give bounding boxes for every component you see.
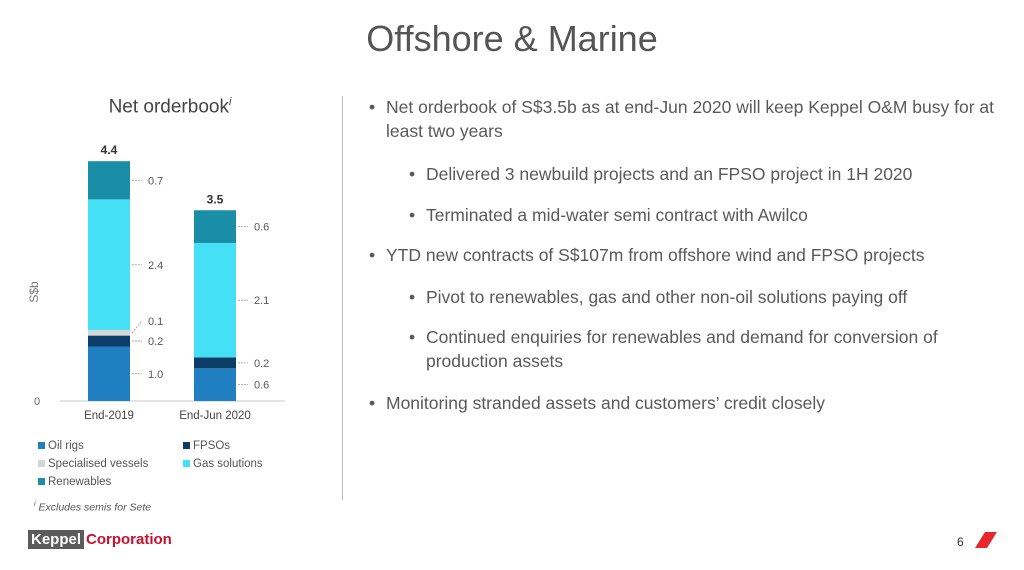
legend-swatch (38, 442, 45, 450)
bar-segment (88, 330, 130, 336)
net-orderbook-chart: 0 S$b End-2019 End-Jun 2020 4.4 3.5 1.0 0.2 0.1 2… (27, 143, 285, 422)
x-tick-label: End-Jun 2020 (179, 410, 251, 422)
bullet-text: Terminated a mid-water semi contract wit… (426, 205, 808, 225)
bar-segment (194, 210, 236, 243)
bullet-dot-icon: • (369, 245, 376, 265)
segment-value-label: 1.0 (148, 369, 163, 381)
segment-value-label: 0.2 (148, 336, 163, 348)
bullet-dot-icon: • (409, 205, 416, 225)
legend-item: Gas solutions (183, 458, 263, 470)
segment-value-label: 2.4 (148, 260, 163, 272)
bullet-item: • Monitoring stranded assets and customer… (369, 391, 996, 415)
legend-label: FPSOs (193, 440, 231, 452)
sub-bullet-item: • Pivot to renewables, gas and other non-… (409, 285, 996, 309)
label-leader-line (131, 320, 143, 334)
bar-segment (194, 357, 236, 369)
slash-mark-icon (975, 532, 997, 548)
bar-segment (88, 161, 130, 200)
bullet-text: Delivered 3 newbuild projects and an FPS… (426, 164, 913, 184)
bullet-dot-icon: • (409, 164, 416, 184)
bullet-text: Continued enquiries for renewables and d… (426, 327, 938, 371)
segment-value-label: 0.7 (148, 175, 163, 187)
chart-footnote: i Excludes semis for Sete (34, 501, 151, 514)
bar-segment (88, 346, 130, 401)
segment-value-label: 0.6 (254, 380, 269, 392)
x-tick-label: End-2019 (84, 410, 134, 422)
y-tick-label: 0 (34, 396, 40, 408)
bar-segment (88, 335, 130, 347)
legend-label: Gas solutions (193, 458, 263, 470)
footnote-marker: i (34, 501, 36, 508)
legend-item: Oil rigs (38, 440, 84, 452)
legend-swatch (38, 478, 45, 486)
footnote-text: Excludes semis for Sete (38, 501, 152, 514)
page-number: 6 (957, 535, 964, 549)
logo-word-corporation: Corporation (86, 531, 172, 548)
segment-value-label: 0.2 (254, 358, 269, 370)
bullet-text: YTD new contracts of S$107m from offshor… (386, 245, 925, 265)
chart-title-text: Net orderbook (108, 96, 229, 118)
bullet-dot-icon: • (369, 393, 376, 413)
bullet-item: • YTD new contracts of S$107m from offsho… (369, 243, 996, 267)
segment-value-label: 0.1 (148, 316, 163, 328)
legend-label: Specialised vessels (48, 458, 149, 470)
bar-segment (194, 368, 236, 401)
legend-label: Renewables (48, 476, 112, 488)
bar-segment (88, 199, 130, 331)
bar-total-label: 4.4 (101, 143, 118, 157)
keppel-logo: Keppel Corporation (28, 530, 172, 549)
bar-total-label: 3.5 (207, 192, 224, 206)
sub-bullet-item: • Continued enquiries for renewables and … (409, 325, 996, 373)
bullet-text: Pivot to renewables, gas and other non-o… (426, 287, 908, 307)
chart-title: Net orderbooki (70, 96, 270, 118)
logo-word-keppel: Keppel (28, 530, 85, 549)
legend-swatch (38, 460, 45, 468)
bullet-item: • Net orderbook of S$3.5b as at end-Jun 2… (369, 95, 996, 143)
legend-item: Renewables (38, 476, 111, 488)
bar-segment (194, 242, 236, 358)
sub-bullet-item: • Delivered 3 newbuild projects and an FP… (409, 162, 996, 186)
bullet-dot-icon: • (409, 287, 416, 307)
bullet-text: Monitoring stranded assets and customers… (386, 393, 825, 413)
legend-label: Oil rigs (48, 440, 84, 452)
y-axis-label: S$b (27, 281, 41, 303)
legend-item: Specialised vessels (38, 458, 148, 470)
bullet-dot-icon: • (409, 327, 416, 347)
bullet-text: Net orderbook of S$3.5b as at end-Jun 20… (386, 97, 994, 141)
legend-swatch (183, 460, 190, 468)
legend-item: FPSOs (183, 440, 230, 452)
sub-bullet-item: • Terminated a mid-water semi contract wi… (409, 203, 996, 227)
bullet-dot-icon: • (369, 97, 376, 117)
chart-title-footnote-marker: i (228, 96, 232, 108)
segment-value-label: 0.6 (254, 222, 269, 234)
vertical-divider (342, 96, 343, 500)
segment-value-label: 2.1 (254, 295, 269, 307)
legend-swatch (183, 442, 190, 450)
slide-title: Offshore & Marine (366, 18, 658, 59)
